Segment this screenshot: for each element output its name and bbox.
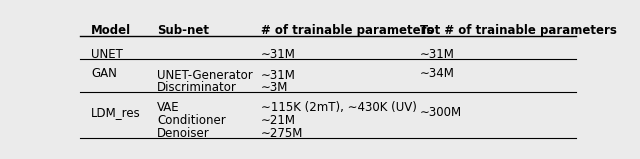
Text: Conditioner: Conditioner	[157, 114, 226, 127]
Text: ∼31M: ∼31M	[261, 48, 296, 61]
Text: Denoiser: Denoiser	[157, 127, 210, 140]
Text: UNET: UNET	[91, 48, 123, 61]
Text: Model: Model	[91, 24, 131, 37]
Text: ∼31M: ∼31M	[420, 48, 454, 61]
Text: VAE: VAE	[157, 101, 179, 114]
Text: ∼300M: ∼300M	[420, 106, 462, 119]
Text: GAN: GAN	[91, 67, 116, 80]
Text: Sub-net: Sub-net	[157, 24, 209, 37]
Text: Discriminator: Discriminator	[157, 81, 237, 94]
Text: Tot # of trainable parameters: Tot # of trainable parameters	[420, 24, 616, 37]
Text: ∼275M: ∼275M	[261, 127, 303, 140]
Text: ∼3M: ∼3M	[261, 81, 289, 94]
Text: ∼31M: ∼31M	[261, 69, 296, 82]
Text: ∼21M: ∼21M	[261, 114, 296, 127]
Text: LDM_res: LDM_res	[91, 106, 141, 119]
Text: # of trainable parameters: # of trainable parameters	[261, 24, 433, 37]
Text: ∼115K (2mT), ∼430K (UV): ∼115K (2mT), ∼430K (UV)	[261, 101, 417, 114]
Text: UNET-Generator: UNET-Generator	[157, 69, 253, 82]
Text: ∼34M: ∼34M	[420, 67, 454, 80]
